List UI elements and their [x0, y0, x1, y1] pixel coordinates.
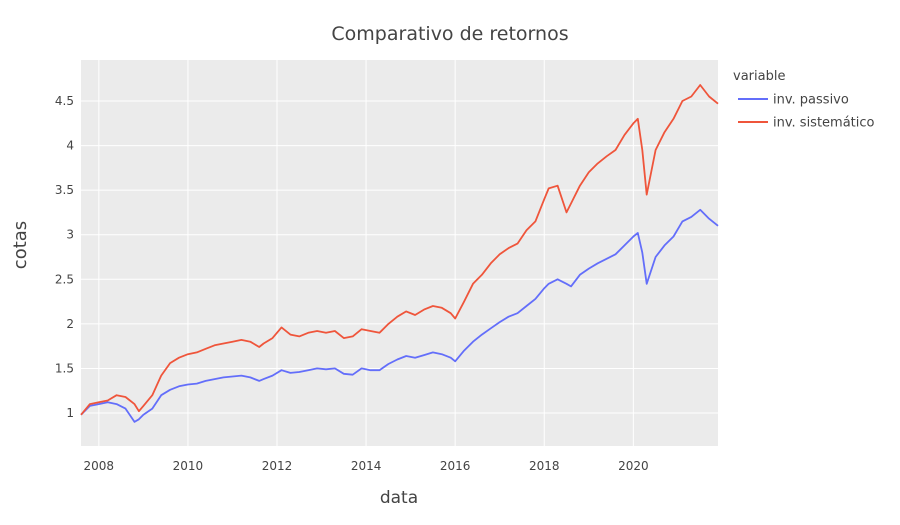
legend-title: variable [733, 69, 785, 84]
grid-lines [81, 60, 718, 446]
series-line-passivo [80, 208, 719, 423]
series-line-sistematico [80, 84, 719, 416]
y-tick-label: 3 [66, 228, 74, 242]
y-tick-label: 4.5 [55, 94, 74, 108]
legend-item-sistematico[interactable]: inv. sistemático [738, 116, 875, 131]
x-tick-label: 2008 [84, 459, 115, 473]
x-tick-label: 2020 [618, 459, 649, 473]
plot-background [81, 60, 718, 446]
y-tick-label: 1 [66, 406, 74, 420]
x-tick-label: 2018 [529, 459, 560, 473]
series-layer [80, 84, 719, 423]
x-tick-label: 2012 [262, 459, 293, 473]
y-tick-label: 1.5 [55, 361, 74, 375]
x-tick-label: 2014 [351, 459, 382, 473]
legend-item-passivo[interactable]: inv. passivo [738, 93, 849, 108]
y-tick-label: 3.5 [55, 183, 74, 197]
x-tick-label: 2016 [440, 459, 471, 473]
x-axis-title: data [380, 488, 418, 508]
y-axis-title: cotas [10, 221, 31, 269]
legend-label-sistematico: inv. sistemático [773, 116, 875, 131]
x-tick-label: 2010 [173, 459, 204, 473]
legend-label-passivo: inv. passivo [773, 93, 849, 108]
y-tick-label: 4 [66, 139, 74, 153]
legend: variable inv. passivo inv. sistemático [733, 69, 875, 131]
y-tick-label: 2 [66, 317, 74, 331]
y-tick-label: 2.5 [55, 272, 74, 286]
y-axis-ticks: 1 1.5 2 2.5 3 3.5 4 4.5 [55, 94, 74, 420]
chart-title: Comparativo de retornos [331, 23, 568, 45]
x-axis-ticks: 2008 2010 2012 2014 2016 2018 2020 [84, 459, 649, 473]
